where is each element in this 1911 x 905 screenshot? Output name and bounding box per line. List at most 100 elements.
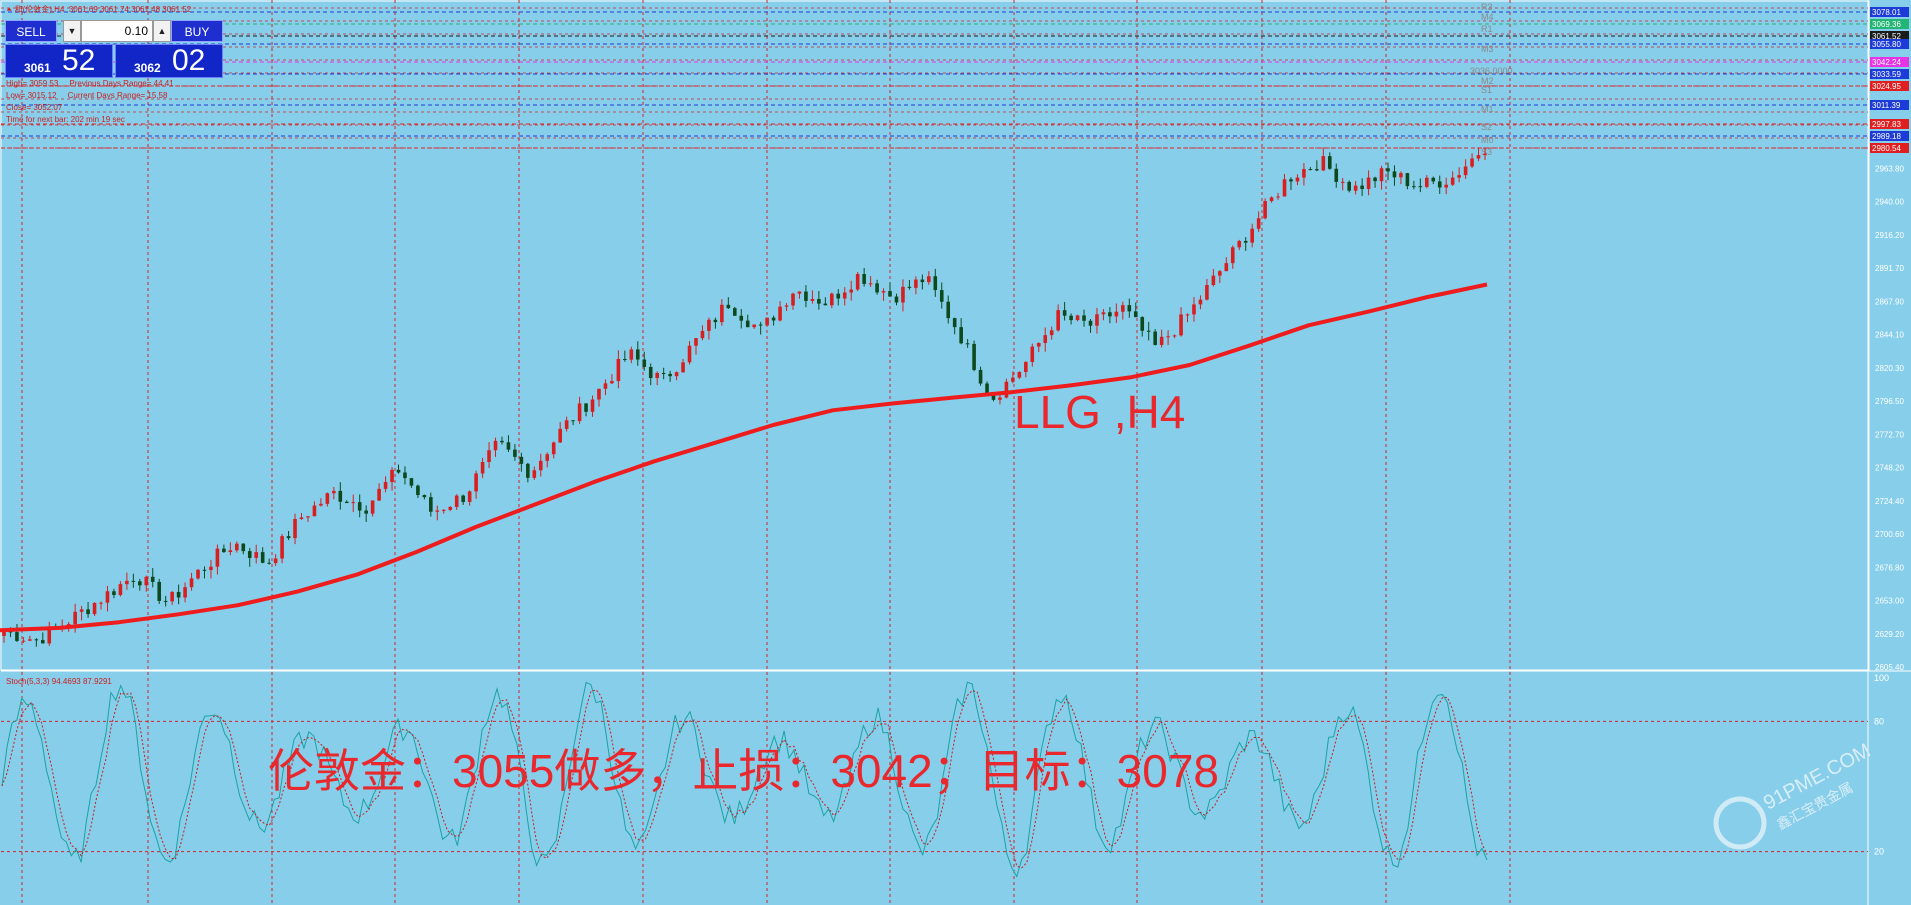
candle-body (1166, 336, 1170, 338)
candle-body (558, 428, 562, 443)
candle-body (1418, 186, 1423, 188)
lot-increase-button[interactable]: ▲ (153, 20, 171, 42)
candle-body (1056, 310, 1060, 331)
candle-body (655, 372, 659, 379)
candle-body (273, 558, 278, 564)
candle-body (1030, 346, 1035, 362)
price-axis-label: 2916.20 (1875, 231, 1904, 240)
candle-body (720, 304, 724, 323)
candle-body (1230, 247, 1235, 264)
sell-price-box[interactable]: 3061 52 (5, 44, 113, 78)
candle-body (299, 517, 304, 519)
candle-body (1011, 377, 1015, 382)
sell-button[interactable]: SELL (5, 20, 57, 42)
candle-body (939, 290, 944, 302)
candle-body (325, 493, 330, 504)
price-axis-label: 2796.50 (1875, 397, 1904, 406)
candle-body (830, 293, 834, 306)
candle-body (513, 449, 517, 457)
candle-body (920, 279, 925, 283)
candle-body (1114, 311, 1119, 317)
candle-body (41, 640, 45, 644)
sell-price-prefix: 3061 (24, 61, 51, 75)
price-axis-label: 2963.80 (1875, 164, 1904, 173)
candle-body (1321, 156, 1326, 171)
candle-body (1405, 173, 1410, 187)
info-high: High= 3059.53 Previous Days Range= 44.41 (6, 79, 174, 88)
candle-body (985, 383, 989, 396)
candle-body (254, 552, 259, 558)
buy-price-box[interactable]: 3062 02 (115, 44, 223, 78)
candle-body (635, 349, 640, 360)
price-tag-bg (1870, 119, 1909, 129)
price-tag-bg (1870, 143, 1909, 153)
candle-body (784, 305, 789, 307)
candle-body (189, 578, 194, 588)
candle-body (933, 276, 938, 291)
candle-body (732, 308, 737, 316)
candle-body (1036, 343, 1041, 347)
candle-body (306, 516, 310, 518)
candle-body (34, 639, 39, 641)
price-axis-label: 2940.00 (1875, 198, 1904, 207)
candle-body (881, 291, 886, 293)
candle-body (92, 602, 97, 615)
pivot-level-name: M1 (1481, 104, 1494, 114)
candle-body (1386, 168, 1390, 172)
candle-body (849, 289, 854, 293)
candle-body (506, 442, 511, 450)
candle-body (661, 372, 666, 374)
candle-body (797, 291, 802, 294)
lot-decrease-button[interactable]: ▼ (63, 20, 81, 42)
candle-body (603, 383, 608, 389)
candle-body (267, 562, 271, 564)
price-tag: 2989.18 (1872, 132, 1901, 141)
candle-body (616, 359, 621, 382)
candle-body (1049, 330, 1054, 336)
candle-body (1224, 263, 1229, 272)
candle-body (538, 460, 543, 471)
price-tag-bg (1870, 69, 1909, 79)
candle-body (73, 611, 77, 625)
price-tag: 2997.83 (1872, 120, 1901, 129)
candle-body (1153, 331, 1157, 345)
price-tag: 3078.01 (1872, 8, 1901, 17)
candle-body (176, 592, 181, 598)
candle-body (771, 317, 776, 321)
candle-body (1444, 184, 1448, 188)
candle-body (1463, 166, 1468, 176)
candle-body (545, 454, 550, 461)
candle-body (584, 403, 588, 412)
buy-button[interactable]: BUY (171, 20, 223, 42)
price-tag: 3061.52 (1872, 32, 1901, 41)
candle-body (286, 536, 291, 539)
candle-body (1101, 312, 1106, 315)
lot-size-input[interactable]: 0.10 (81, 20, 153, 42)
stoch-axis-label: 20 (1874, 847, 1884, 857)
candle-body (1457, 175, 1461, 178)
candle-body (1360, 185, 1364, 189)
candle-body (610, 381, 614, 384)
price-axis-label: 2820.30 (1875, 364, 1904, 373)
candle-body (1108, 312, 1112, 317)
candle-body (79, 609, 84, 612)
price-axis-label: 2700.60 (1875, 530, 1904, 539)
candle-body (409, 478, 414, 486)
candle-body (914, 279, 918, 288)
candle-body (1159, 336, 1164, 345)
candle-body (707, 319, 711, 331)
candle-body (823, 303, 828, 306)
price-axis-label: 2844.10 (1875, 331, 1904, 340)
candle-body (1412, 186, 1416, 188)
candle-body (1399, 173, 1403, 178)
price-axis-label: 2724.40 (1875, 497, 1904, 506)
candle-body (2, 631, 6, 636)
candle-body (836, 293, 841, 299)
candle-body (577, 403, 582, 422)
candle-body (21, 640, 26, 642)
candle-body (1024, 361, 1028, 372)
candle-body (416, 485, 420, 496)
candle-body (370, 500, 375, 514)
candle-body (247, 551, 252, 558)
